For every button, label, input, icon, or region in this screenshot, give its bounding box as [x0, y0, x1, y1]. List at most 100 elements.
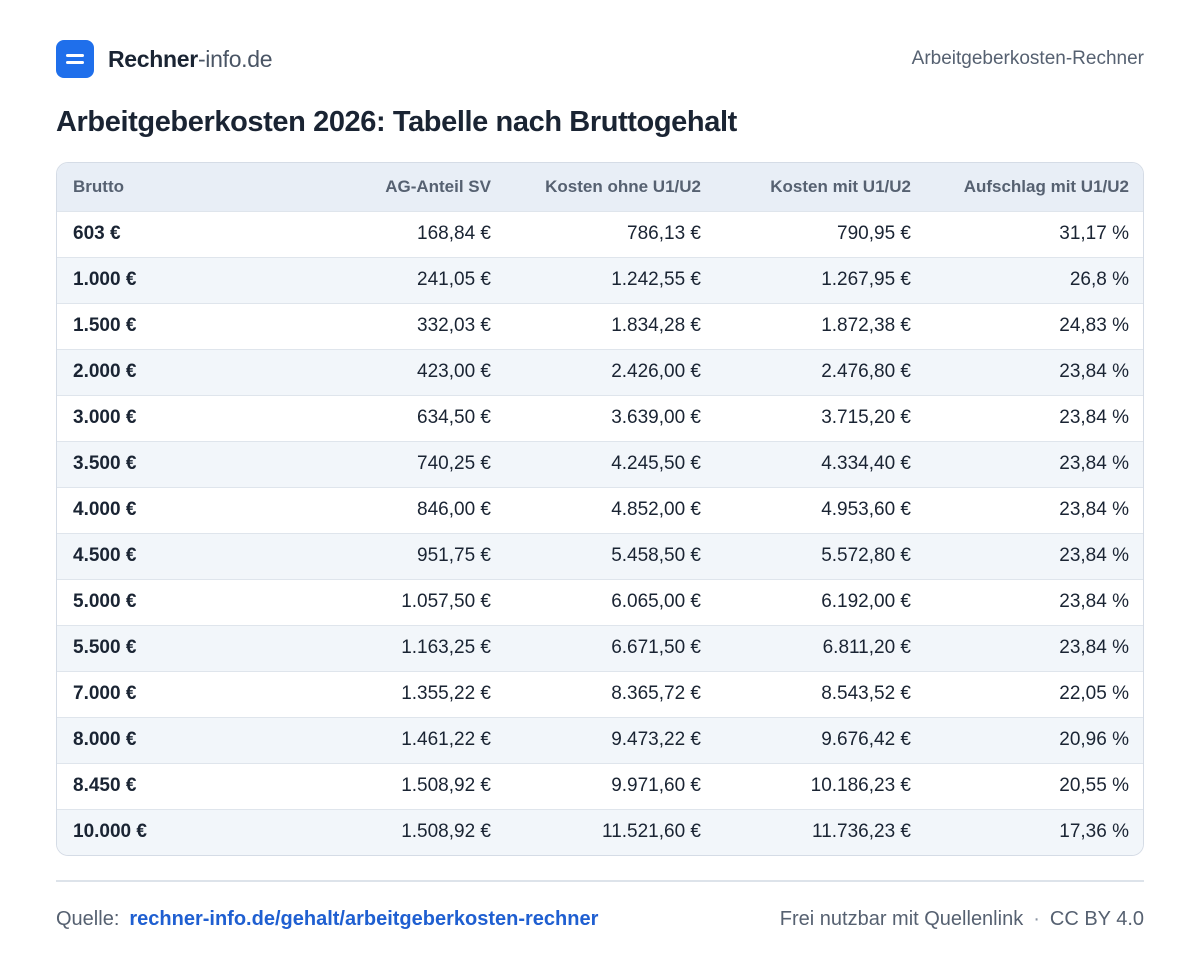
cell-ag-anteil: 423,00 € [417, 361, 491, 382]
cell-kosten-ohne: 1.834,28 € [611, 315, 701, 336]
cell-brutto: 4.000 € [73, 499, 137, 520]
cell-brutto: 5.000 € [73, 591, 137, 612]
cell-kosten-mit: 4.334,40 € [821, 453, 911, 474]
cell-kosten-ohne: 9.971,60 € [611, 775, 701, 796]
table-row: 7.000 € 1.355,22 € 8.365,72 € 8.543,52 € 22,… [57, 671, 1143, 717]
cell-aufschlag: 23,84 % [1059, 499, 1129, 520]
cell-kosten-ohne: 6.671,50 € [611, 637, 701, 658]
column-header-ag-anteil: AG-Anteil SV [385, 176, 491, 196]
cell-aufschlag: 20,96 % [1059, 729, 1129, 750]
cell-brutto: 2.000 € [73, 361, 137, 382]
calculator-label: Arbeitgeberkosten-Rechner [911, 48, 1144, 69]
cell-kosten-mit: 6.811,20 € [822, 637, 911, 658]
footer: Quelle: rechner-info.de/gehalt/arbeitgeb… [56, 904, 1144, 934]
cell-kosten-mit: 8.543,52 € [821, 683, 911, 704]
cell-aufschlag: 24,83 % [1059, 315, 1129, 336]
cell-kosten-mit: 4.953,60 € [821, 499, 911, 520]
cell-aufschlag: 23,84 % [1059, 545, 1129, 566]
cell-aufschlag: 22,05 % [1059, 683, 1129, 704]
source-label: Quelle: [56, 907, 120, 930]
cell-brutto: 5.500 € [73, 637, 137, 658]
column-header-kosten-ohne: Kosten ohne U1/U2 [545, 176, 701, 196]
cell-kosten-mit: 11.736,23 € [812, 821, 911, 843]
cell-brutto: 603 € [73, 223, 121, 244]
cell-aufschlag: 23,84 % [1059, 637, 1129, 658]
brand-name-strong: Rechner [108, 45, 198, 72]
cell-ag-anteil: 951,75 € [417, 545, 491, 566]
cell-aufschlag: 23,84 % [1059, 453, 1129, 474]
cell-brutto: 8.000 € [73, 729, 137, 750]
license-info: Frei nutzbar mit Quellenlink · CC BY 4.0 [780, 908, 1144, 931]
cell-kosten-ohne: 4.852,00 € [611, 499, 701, 520]
table-row: 1.000 € 241,05 € 1.242,55 € 1.267,95 € 26,8 … [57, 257, 1143, 303]
brand-logo-icon [56, 40, 94, 78]
cell-aufschlag: 17,36 % [1059, 821, 1129, 843]
table-header-row: Brutto AG-Anteil SV Kosten ohne U1/U2 Ko… [57, 163, 1143, 211]
cell-aufschlag: 31,17 % [1059, 223, 1129, 244]
table-body: 603 € 168,84 € 786,13 € 790,95 € 31,17 % 1.00… [57, 211, 1143, 855]
cell-ag-anteil: 846,00 € [417, 499, 491, 520]
cell-brutto: 3.500 € [73, 453, 137, 474]
cell-ag-anteil: 1.355,22 € [401, 683, 491, 704]
footer-divider [56, 880, 1144, 882]
cell-aufschlag: 23,84 % [1059, 591, 1129, 612]
cell-ag-anteil: 1.461,22 € [401, 729, 491, 750]
column-header-aufschlag: Aufschlag mit U1/U2 [963, 176, 1129, 196]
brand-name: Rechner-info.de [108, 45, 273, 73]
table-row: 4.000 € 846,00 € 4.852,00 € 4.953,60 € 23,84… [57, 487, 1143, 533]
table-row: 2.000 € 423,00 € 2.426,00 € 2.476,80 € 23,84… [57, 349, 1143, 395]
cell-kosten-mit: 1.267,95 € [821, 269, 911, 290]
cell-brutto: 1.000 € [73, 269, 137, 290]
cell-kosten-ohne: 3.639,00 € [611, 407, 701, 428]
cell-kosten-ohne: 11.521,60 € [602, 821, 701, 843]
site-header: Rechner-info.de Arbeitgeberkosten-Rechne… [56, 40, 1144, 78]
cell-ag-anteil: 168,84 € [417, 223, 491, 244]
cell-kosten-mit: 3.715,20 € [821, 407, 911, 428]
table-row: 1.500 € 332,03 € 1.834,28 € 1.872,38 € 24,83… [57, 303, 1143, 349]
cell-ag-anteil: 241,05 € [417, 269, 491, 290]
source-link[interactable]: rechner-info.de/gehalt/arbeitgeberkosten… [129, 907, 599, 930]
cell-ag-anteil: 1.508,92 € [401, 775, 491, 796]
cell-brutto: 4.500 € [73, 545, 137, 566]
cell-ag-anteil: 1.508,92 € [401, 821, 491, 843]
column-header-brutto: Brutto [73, 176, 124, 196]
brand-name-light: -info.de [197, 45, 273, 72]
table-row: 10.000 € 1.508,92 € 11.521,60 € 11.736,23 €… [57, 809, 1143, 855]
cell-kosten-ohne: 5.458,50 € [611, 545, 701, 566]
cell-brutto: 1.500 € [73, 315, 137, 336]
table-row: 5.000 € 1.057,50 € 6.065,00 € 6.192,00 € 23,… [57, 579, 1143, 625]
cell-kosten-mit: 5.572,80 € [821, 545, 911, 566]
cell-kosten-ohne: 4.245,50 € [611, 453, 701, 474]
source: Quelle: rechner-info.de/gehalt/arbeitgeb… [56, 908, 598, 931]
cell-ag-anteil: 1.163,25 € [401, 637, 491, 658]
license-text: Frei nutzbar mit Quellenlink [779, 907, 1024, 930]
cell-aufschlag: 26,8 % [1069, 269, 1129, 290]
cell-kosten-mit: 9.676,42 € [821, 729, 911, 750]
cell-ag-anteil: 1.057,50 € [401, 591, 491, 612]
license-separator: · [1033, 907, 1040, 930]
cell-ag-anteil: 332,03 € [417, 315, 491, 336]
cell-aufschlag: 20,55 % [1059, 775, 1129, 796]
cell-kosten-mit: 790,95 € [837, 223, 911, 244]
cell-brutto: 10.000 € [73, 821, 147, 843]
cell-kosten-mit: 10.186,23 € [810, 775, 911, 796]
cell-brutto: 7.000 € [73, 683, 137, 704]
cost-table: Brutto AG-Anteil SV Kosten ohne U1/U2 Ko… [57, 163, 1143, 855]
license-name: CC BY 4.0 [1049, 907, 1144, 930]
cell-kosten-ohne: 8.365,72 € [611, 683, 701, 704]
cell-kosten-ohne: 1.242,55 € [611, 269, 701, 290]
table-row: 8.000 € 1.461,22 € 9.473,22 € 9.676,42 € 20,… [57, 717, 1143, 763]
brand[interactable]: Rechner-info.de [56, 40, 273, 78]
cell-aufschlag: 23,84 % [1059, 407, 1129, 428]
cell-kosten-ohne: 6.065,00 € [611, 591, 701, 612]
cell-kosten-ohne: 786,13 € [627, 223, 701, 244]
table-row: 3.500 € 740,25 € 4.245,50 € 4.334,40 € 23,84… [57, 441, 1143, 487]
cell-ag-anteil: 740,25 € [417, 453, 491, 474]
cell-brutto: 3.000 € [73, 407, 137, 428]
cell-kosten-ohne: 2.426,00 € [611, 361, 701, 382]
table-row: 4.500 € 951,75 € 5.458,50 € 5.572,80 € 23,84… [57, 533, 1143, 579]
table-row: 3.000 € 634,50 € 3.639,00 € 3.715,20 € 23,84… [57, 395, 1143, 441]
cell-kosten-ohne: 9.473,22 € [611, 729, 701, 750]
table-row: 5.500 € 1.163,25 € 6.671,50 € 6.811,20 € 23,… [57, 625, 1143, 671]
cell-kosten-mit: 6.192,00 € [821, 591, 911, 612]
